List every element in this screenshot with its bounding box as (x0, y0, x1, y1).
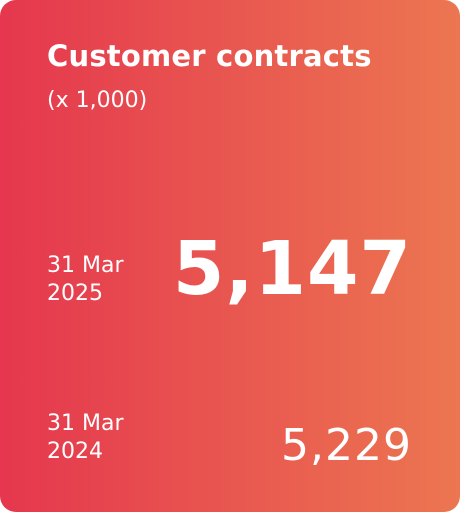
unit-label: (x 1,000) (47, 88, 148, 113)
previous-date-day-month: 31 Mar (47, 411, 124, 436)
current-date-label: 31 Mar 2025 (47, 252, 124, 308)
current-value: 5,147 (172, 226, 412, 312)
current-date-day-month: 31 Mar (47, 253, 124, 278)
card-title: Customer contracts (47, 39, 372, 73)
current-date-year: 2025 (47, 281, 103, 306)
previous-date-label: 31 Mar 2024 (47, 410, 124, 466)
previous-date-year: 2024 (47, 439, 103, 464)
previous-value: 5,229 (281, 420, 412, 471)
